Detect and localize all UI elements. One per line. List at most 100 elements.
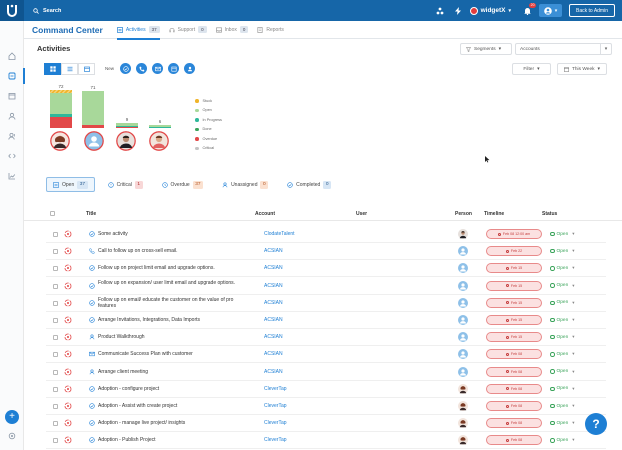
global-search[interactable]: Search — [33, 8, 61, 14]
chart-bar[interactable] — [149, 84, 171, 128]
new-meeting-button[interactable] — [184, 63, 195, 74]
row-checkbox[interactable] — [53, 283, 58, 289]
tab-inbox[interactable]: Inbox 0 — [215, 21, 249, 39]
status-dropdown[interactable]: Open ▾ — [550, 403, 575, 409]
row-checkbox[interactable] — [53, 386, 58, 392]
timeline-badge[interactable]: Feb 15 — [486, 315, 542, 325]
timeline-badge[interactable]: Feb 15 — [486, 280, 542, 291]
status-tab-critical[interactable]: Critical 1 — [102, 177, 149, 192]
settings-nav-icon[interactable] — [6, 430, 18, 442]
timeline-badge[interactable]: Feb 08 12:00 am — [486, 229, 542, 239]
activity-title[interactable]: Arrange Invitations, Integrations, Data … — [98, 317, 200, 323]
activity-title[interactable]: Arrange client meeting — [98, 368, 149, 375]
activity-title[interactable]: Some activity — [98, 231, 128, 237]
account-link[interactable]: ClodateTalent — [264, 231, 295, 237]
code-nav-icon[interactable] — [6, 150, 18, 162]
status-tab-overdue[interactable]: Overdue 37 — [156, 177, 210, 192]
status-dropdown[interactable]: Open ▾ — [550, 369, 575, 375]
table-row[interactable]: Adoption - Assist with create project Cle… — [46, 398, 606, 415]
person-avatar[interactable] — [458, 383, 468, 394]
person-avatar[interactable] — [458, 418, 468, 429]
row-checkbox[interactable] — [53, 438, 58, 444]
sync-alert-icon[interactable] — [64, 402, 72, 412]
add-button[interactable]: + — [5, 410, 19, 424]
calendar-view-button[interactable] — [78, 63, 95, 75]
status-dropdown[interactable]: Open ▾ — [550, 265, 575, 271]
sync-alert-icon[interactable] — [64, 350, 72, 360]
status-dropdown[interactable]: Open ▾ — [550, 437, 575, 443]
account-link[interactable]: ACSIAN — [264, 334, 283, 341]
timeline-badge[interactable]: Feb 08 — [486, 418, 542, 429]
row-checkbox[interactable] — [53, 249, 58, 255]
row-checkbox[interactable] — [53, 300, 58, 306]
timeline-badge[interactable]: Feb 08 — [486, 366, 542, 377]
activity-title[interactable]: Communicate Success Plan with customer — [98, 351, 193, 358]
sync-alert-icon[interactable] — [64, 299, 72, 309]
sync-alert-icon[interactable] — [64, 282, 72, 292]
tab-activities[interactable]: Activities 37 — [116, 21, 160, 40]
sync-alert-icon[interactable] — [64, 436, 72, 446]
chevron-down-icon[interactable]: ▾ — [600, 44, 611, 54]
column-header-person[interactable]: Person — [455, 211, 472, 217]
row-checkbox[interactable] — [53, 318, 58, 323]
chart-bar[interactable] — [82, 84, 104, 128]
table-row[interactable]: Follow up on project limit email and upg… — [46, 260, 606, 278]
chart-bar[interactable] — [116, 84, 138, 128]
row-checkbox[interactable] — [53, 266, 58, 272]
row-checkbox[interactable] — [53, 404, 58, 409]
activity-title[interactable]: Follow up on expansion/ user limit email… — [98, 279, 236, 286]
activity-title[interactable]: Follow up on email/ educate the customer… — [98, 296, 234, 309]
sync-alert-icon[interactable] — [64, 368, 72, 378]
legend-item[interactable]: Open — [195, 106, 222, 116]
timeline-badge[interactable]: Feb 08 — [486, 401, 542, 411]
row-checkbox[interactable] — [53, 369, 58, 375]
home-nav-icon[interactable] — [6, 50, 18, 62]
table-row[interactable]: Arrange client meeting ACSIAN Feb 08 Open ▾ — [46, 364, 606, 381]
new-call-button[interactable] — [136, 63, 147, 74]
account-link[interactable]: CleverTap — [264, 403, 287, 409]
status-dropdown[interactable]: Open ▾ — [550, 351, 575, 357]
bolt-icon[interactable] — [452, 0, 464, 21]
timeline-badge[interactable]: Feb 15 — [486, 332, 542, 343]
timeline-badge[interactable]: Feb 08 — [486, 435, 542, 446]
person-avatar[interactable] — [458, 229, 468, 239]
timeline-badge[interactable]: Feb 15 — [486, 297, 542, 308]
person-avatar[interactable] — [84, 131, 104, 151]
status-dropdown[interactable]: Open ▾ — [550, 334, 575, 340]
status-tab-unassigned[interactable]: Unassigned 0 — [216, 177, 274, 192]
person-avatar[interactable] — [50, 131, 70, 151]
person-avatar[interactable] — [458, 246, 468, 257]
account-link[interactable]: ACSIAN — [264, 317, 283, 323]
table-row[interactable]: Call to follow up on cross-sell email. AC… — [46, 243, 606, 261]
filter-button[interactable]: Filter ▾ — [512, 63, 551, 75]
status-dropdown[interactable]: Open ▾ — [550, 420, 575, 426]
column-header-account[interactable]: Account — [255, 211, 275, 217]
activity-title[interactable]: Product Walkthrough — [98, 334, 145, 341]
table-row[interactable]: Adoption - Publish Project CleverTap Feb 0… — [46, 432, 606, 450]
new-event-button[interactable] — [168, 63, 179, 74]
column-header-timeline[interactable]: Timeline — [484, 211, 505, 217]
legend-item[interactable]: Critical — [195, 144, 222, 154]
status-tab-open[interactable]: Open 37 — [46, 177, 95, 192]
status-dropdown[interactable]: Open ▾ — [550, 283, 575, 289]
table-row[interactable]: Follow up on expansion/ user limit email… — [46, 278, 606, 295]
legend-item[interactable]: In Progress — [195, 115, 222, 125]
segments-dropdown[interactable]: Segments ▾ — [460, 43, 512, 55]
sync-alert-icon[interactable] — [64, 419, 72, 429]
app-logo[interactable] — [0, 0, 24, 21]
notifications-button[interactable]: 20 — [521, 0, 537, 21]
legend-item[interactable]: Overdue — [195, 134, 222, 144]
activity-title[interactable]: Adoption - Assist with create project — [98, 403, 178, 409]
status-dropdown[interactable]: Open ▾ — [550, 231, 575, 237]
person-avatar[interactable] — [116, 131, 136, 151]
grid-view-button[interactable] — [44, 63, 61, 75]
person-avatar[interactable] — [458, 297, 468, 308]
accounts-select[interactable]: Accounts ▾ — [515, 43, 612, 55]
new-email-button[interactable] — [152, 63, 163, 74]
table-row[interactable]: Communicate Success Plan with customer AC… — [46, 346, 606, 364]
activity-title[interactable]: Adoption - manage live project/ insights — [98, 420, 186, 427]
person-avatar[interactable] — [458, 332, 468, 343]
new-task-button[interactable] — [120, 63, 131, 74]
column-header-user[interactable]: User — [356, 211, 368, 217]
sync-alert-icon[interactable] — [64, 385, 72, 395]
